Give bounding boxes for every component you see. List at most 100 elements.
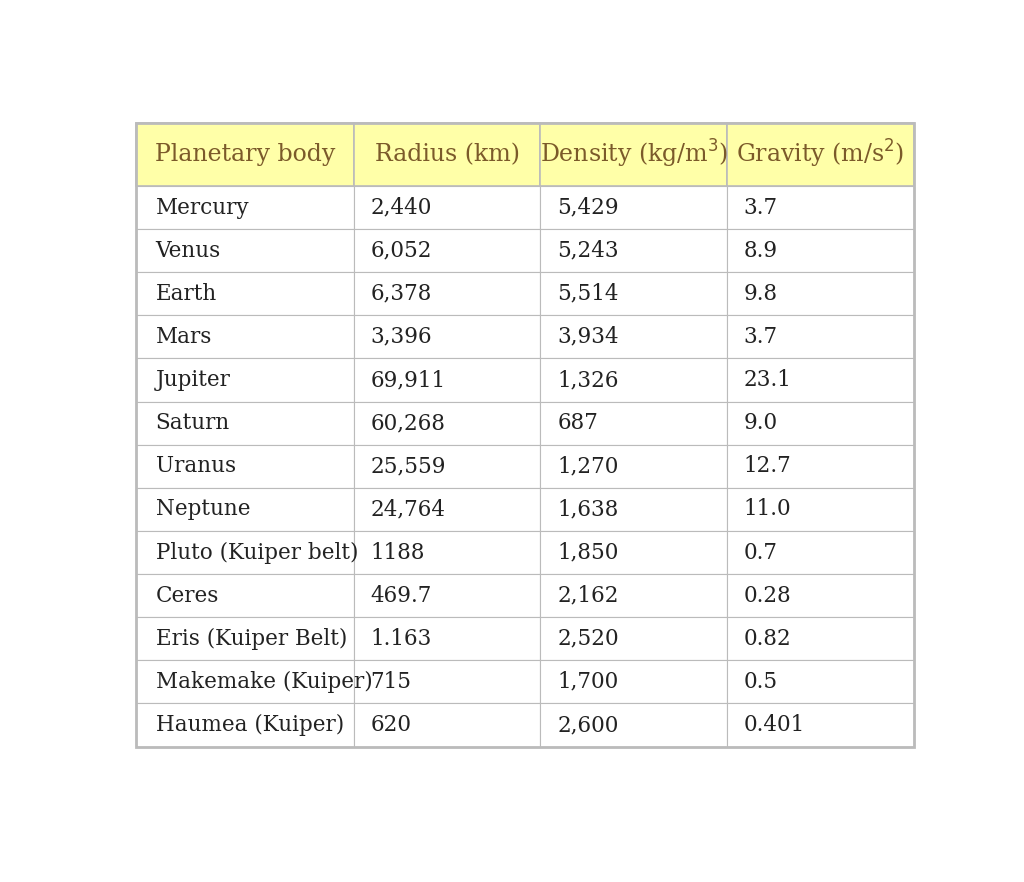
Text: 620: 620 [371, 714, 412, 736]
Bar [541, 445, 727, 488]
Bar [727, 445, 913, 488]
Bar [136, 358, 353, 401]
Text: 0.28: 0.28 [743, 585, 792, 607]
Text: 5,429: 5,429 [557, 197, 618, 219]
Bar [541, 186, 727, 229]
Bar [136, 273, 353, 316]
Bar [353, 488, 541, 531]
Bar [541, 123, 727, 186]
Bar [353, 704, 541, 746]
Bar [727, 316, 913, 358]
Text: Mars: Mars [156, 326, 212, 348]
Text: Saturn: Saturn [156, 412, 229, 434]
Text: 1.163: 1.163 [371, 628, 432, 650]
Bar [541, 574, 727, 617]
Text: 0.401: 0.401 [743, 714, 805, 736]
Bar [136, 704, 353, 746]
Text: 24,764: 24,764 [371, 498, 445, 520]
Text: 12.7: 12.7 [743, 455, 792, 477]
Text: 2,440: 2,440 [371, 197, 432, 219]
Bar [727, 704, 913, 746]
Text: 1,850: 1,850 [557, 542, 618, 564]
Bar [727, 123, 913, 186]
Text: 5,514: 5,514 [557, 283, 618, 305]
Text: 2,600: 2,600 [557, 714, 618, 736]
Text: 1188: 1188 [371, 542, 425, 564]
Text: 3.7: 3.7 [743, 326, 778, 348]
Bar [541, 401, 727, 445]
Text: 9.8: 9.8 [743, 283, 778, 305]
Bar [727, 574, 913, 617]
Bar [541, 229, 727, 273]
Text: 23.1: 23.1 [743, 369, 792, 391]
Text: 60,268: 60,268 [371, 412, 445, 434]
Bar [136, 316, 353, 358]
Bar [353, 316, 541, 358]
Bar [353, 273, 541, 316]
Text: Neptune: Neptune [156, 498, 250, 520]
Text: Radius (km): Radius (km) [375, 143, 519, 166]
Text: Makemake (Kuiper): Makemake (Kuiper) [156, 671, 373, 693]
Text: Venus: Venus [156, 240, 221, 262]
Text: 8.9: 8.9 [743, 240, 778, 262]
Text: 1,638: 1,638 [557, 498, 618, 520]
Bar [727, 401, 913, 445]
Bar [136, 574, 353, 617]
Text: Jupiter: Jupiter [156, 369, 230, 391]
Bar [136, 229, 353, 273]
Bar [541, 531, 727, 574]
Bar [136, 186, 353, 229]
Bar [353, 617, 541, 661]
Bar [353, 401, 541, 445]
Bar [136, 617, 353, 661]
Text: 6,378: 6,378 [371, 283, 432, 305]
Bar [136, 661, 353, 704]
Bar [541, 704, 727, 746]
Bar [353, 531, 541, 574]
Bar [353, 229, 541, 273]
Text: 715: 715 [371, 671, 412, 693]
Bar [727, 358, 913, 401]
Bar [353, 661, 541, 704]
Text: 2,520: 2,520 [557, 628, 618, 650]
Text: 2,162: 2,162 [557, 585, 618, 607]
Text: 3,934: 3,934 [557, 326, 618, 348]
Bar [353, 186, 541, 229]
Text: Pluto (Kuiper belt): Pluto (Kuiper belt) [156, 542, 358, 564]
Text: Planetary body: Planetary body [155, 143, 335, 166]
Bar [353, 445, 541, 488]
Bar [541, 617, 727, 661]
Text: Density (kg/m$^{3}$): Density (kg/m$^{3}$) [540, 138, 728, 170]
Bar [727, 488, 913, 531]
Text: 0.7: 0.7 [743, 542, 778, 564]
Text: 5,243: 5,243 [557, 240, 618, 262]
Text: 6,052: 6,052 [371, 240, 432, 262]
Bar [727, 229, 913, 273]
Bar [136, 123, 353, 186]
Bar [541, 488, 727, 531]
Text: 3.7: 3.7 [743, 197, 778, 219]
Text: 1,700: 1,700 [557, 671, 618, 693]
Text: 0.5: 0.5 [743, 671, 778, 693]
Bar [727, 531, 913, 574]
Bar [353, 574, 541, 617]
Text: 1,270: 1,270 [557, 455, 618, 477]
Text: Earth: Earth [156, 283, 217, 305]
Bar [727, 661, 913, 704]
Text: 69,911: 69,911 [371, 369, 445, 391]
Text: Ceres: Ceres [156, 585, 219, 607]
Bar [136, 445, 353, 488]
Bar [136, 401, 353, 445]
Bar [136, 531, 353, 574]
Bar [136, 488, 353, 531]
Text: 9.0: 9.0 [743, 412, 778, 434]
Text: 3,396: 3,396 [371, 326, 432, 348]
Text: 25,559: 25,559 [371, 455, 446, 477]
Text: Eris (Kuiper Belt): Eris (Kuiper Belt) [156, 628, 347, 650]
Bar [727, 186, 913, 229]
Bar [541, 316, 727, 358]
Bar [353, 123, 541, 186]
Text: Haumea (Kuiper): Haumea (Kuiper) [156, 714, 344, 736]
Bar [541, 358, 727, 401]
Bar [541, 661, 727, 704]
